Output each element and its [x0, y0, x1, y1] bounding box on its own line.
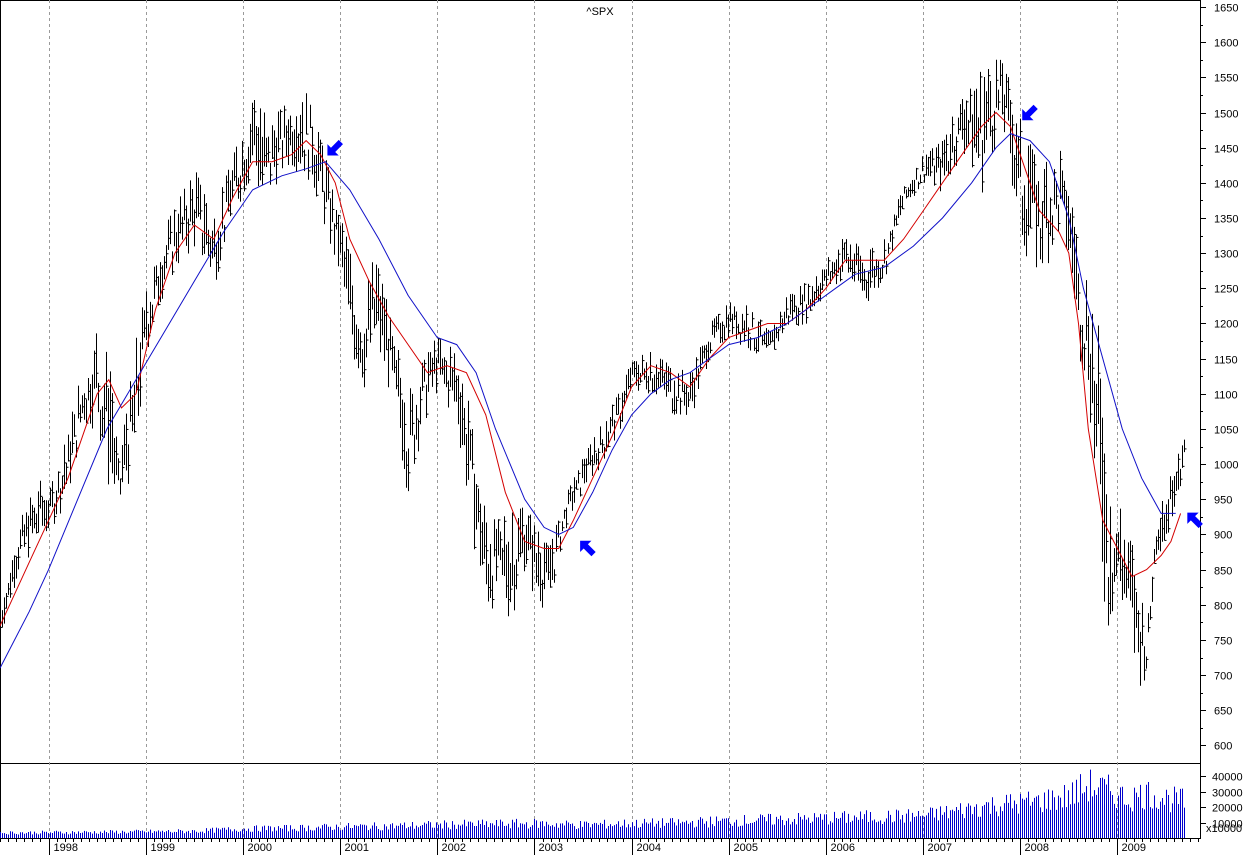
price-tick-label: 600	[1214, 741, 1232, 753]
signal-arrow	[327, 139, 343, 156]
year-tick-label: 2003	[539, 842, 563, 854]
volume-bars	[0, 769, 1185, 838]
year-tick-label: 2000	[248, 842, 272, 854]
vertical-grid	[49, 0, 1118, 838]
year-tick-label: 2007	[928, 842, 952, 854]
year-tick-label: 2009	[1122, 842, 1146, 854]
price-tick-label: 950	[1214, 495, 1232, 507]
signal-arrow-shape	[1187, 512, 1203, 529]
year-tick-label: 2005	[734, 842, 758, 854]
volume-multiplier-label: x10000	[1206, 823, 1242, 835]
price-tick-label: 1400	[1214, 179, 1238, 191]
year-tick-label: 2008	[1025, 842, 1049, 854]
price-tick-label: 750	[1214, 636, 1232, 648]
volume-tick-label: 10000	[1212, 819, 1243, 831]
signal-arrow-shape	[1022, 104, 1038, 121]
price-tick-label: 1150	[1214, 355, 1238, 367]
price-tick-label: 1100	[1214, 390, 1238, 402]
price-tick-label: 1300	[1214, 249, 1238, 261]
signal-arrow	[1022, 104, 1038, 121]
volume-tick-label: 20000	[1212, 803, 1243, 815]
signal-arrow-shape	[580, 540, 596, 557]
price-tick-label: 700	[1214, 671, 1232, 683]
chart-frame	[0, 0, 1201, 839]
price-tick-label: 1200	[1214, 319, 1238, 331]
price-tick-label: 650	[1214, 706, 1232, 718]
volume-tick-label: 40000	[1212, 772, 1243, 784]
price-bars	[0, 59, 1187, 686]
year-tick-label: 2002	[442, 842, 466, 854]
volume-axis: 10000 20000 30000 40000 x10000	[1200, 772, 1243, 835]
year-tick-label: 2004	[637, 842, 661, 854]
price-tick-label: 1450	[1214, 144, 1238, 156]
price-axis: 600 650 700 750 800 850 900 950 1000 1050 1100 1150…	[1200, 3, 1238, 753]
signal-arrows	[327, 104, 1203, 557]
moving-averages	[0, 111, 1182, 669]
year-tick-label: 2001	[345, 842, 369, 854]
price-tick-label: 1550	[1214, 73, 1238, 85]
year-axis: 1998 1999 2000 2001 2002 2003 2004 2005 2006 2007…	[0, 838, 1199, 855]
price-tick-label: 800	[1214, 601, 1232, 613]
moving-average-short-line	[0, 111, 1182, 627]
price-tick-label: 1600	[1214, 38, 1238, 50]
price-tick-label: 1000	[1214, 460, 1238, 472]
price-tick-label: 1350	[1214, 214, 1238, 226]
signal-arrow-shape	[327, 139, 343, 156]
moving-average-long-line	[0, 133, 1176, 669]
signal-arrow	[580, 540, 596, 557]
price-tick-label: 1650	[1214, 3, 1238, 15]
price-tick-label: 900	[1214, 530, 1232, 542]
year-tick-label: 1999	[151, 842, 175, 854]
price-tick-label: 1050	[1214, 425, 1238, 437]
signal-arrow	[1187, 512, 1203, 529]
volume-tick-label: 30000	[1212, 788, 1243, 800]
year-tick-label: 1998	[54, 842, 78, 854]
price-tick-label: 1250	[1214, 284, 1238, 296]
year-tick-label: 2006	[831, 842, 855, 854]
chart-title: ^SPX	[586, 6, 614, 18]
price-tick-label: 1500	[1214, 109, 1238, 121]
price-tick-label: 850	[1214, 566, 1232, 578]
